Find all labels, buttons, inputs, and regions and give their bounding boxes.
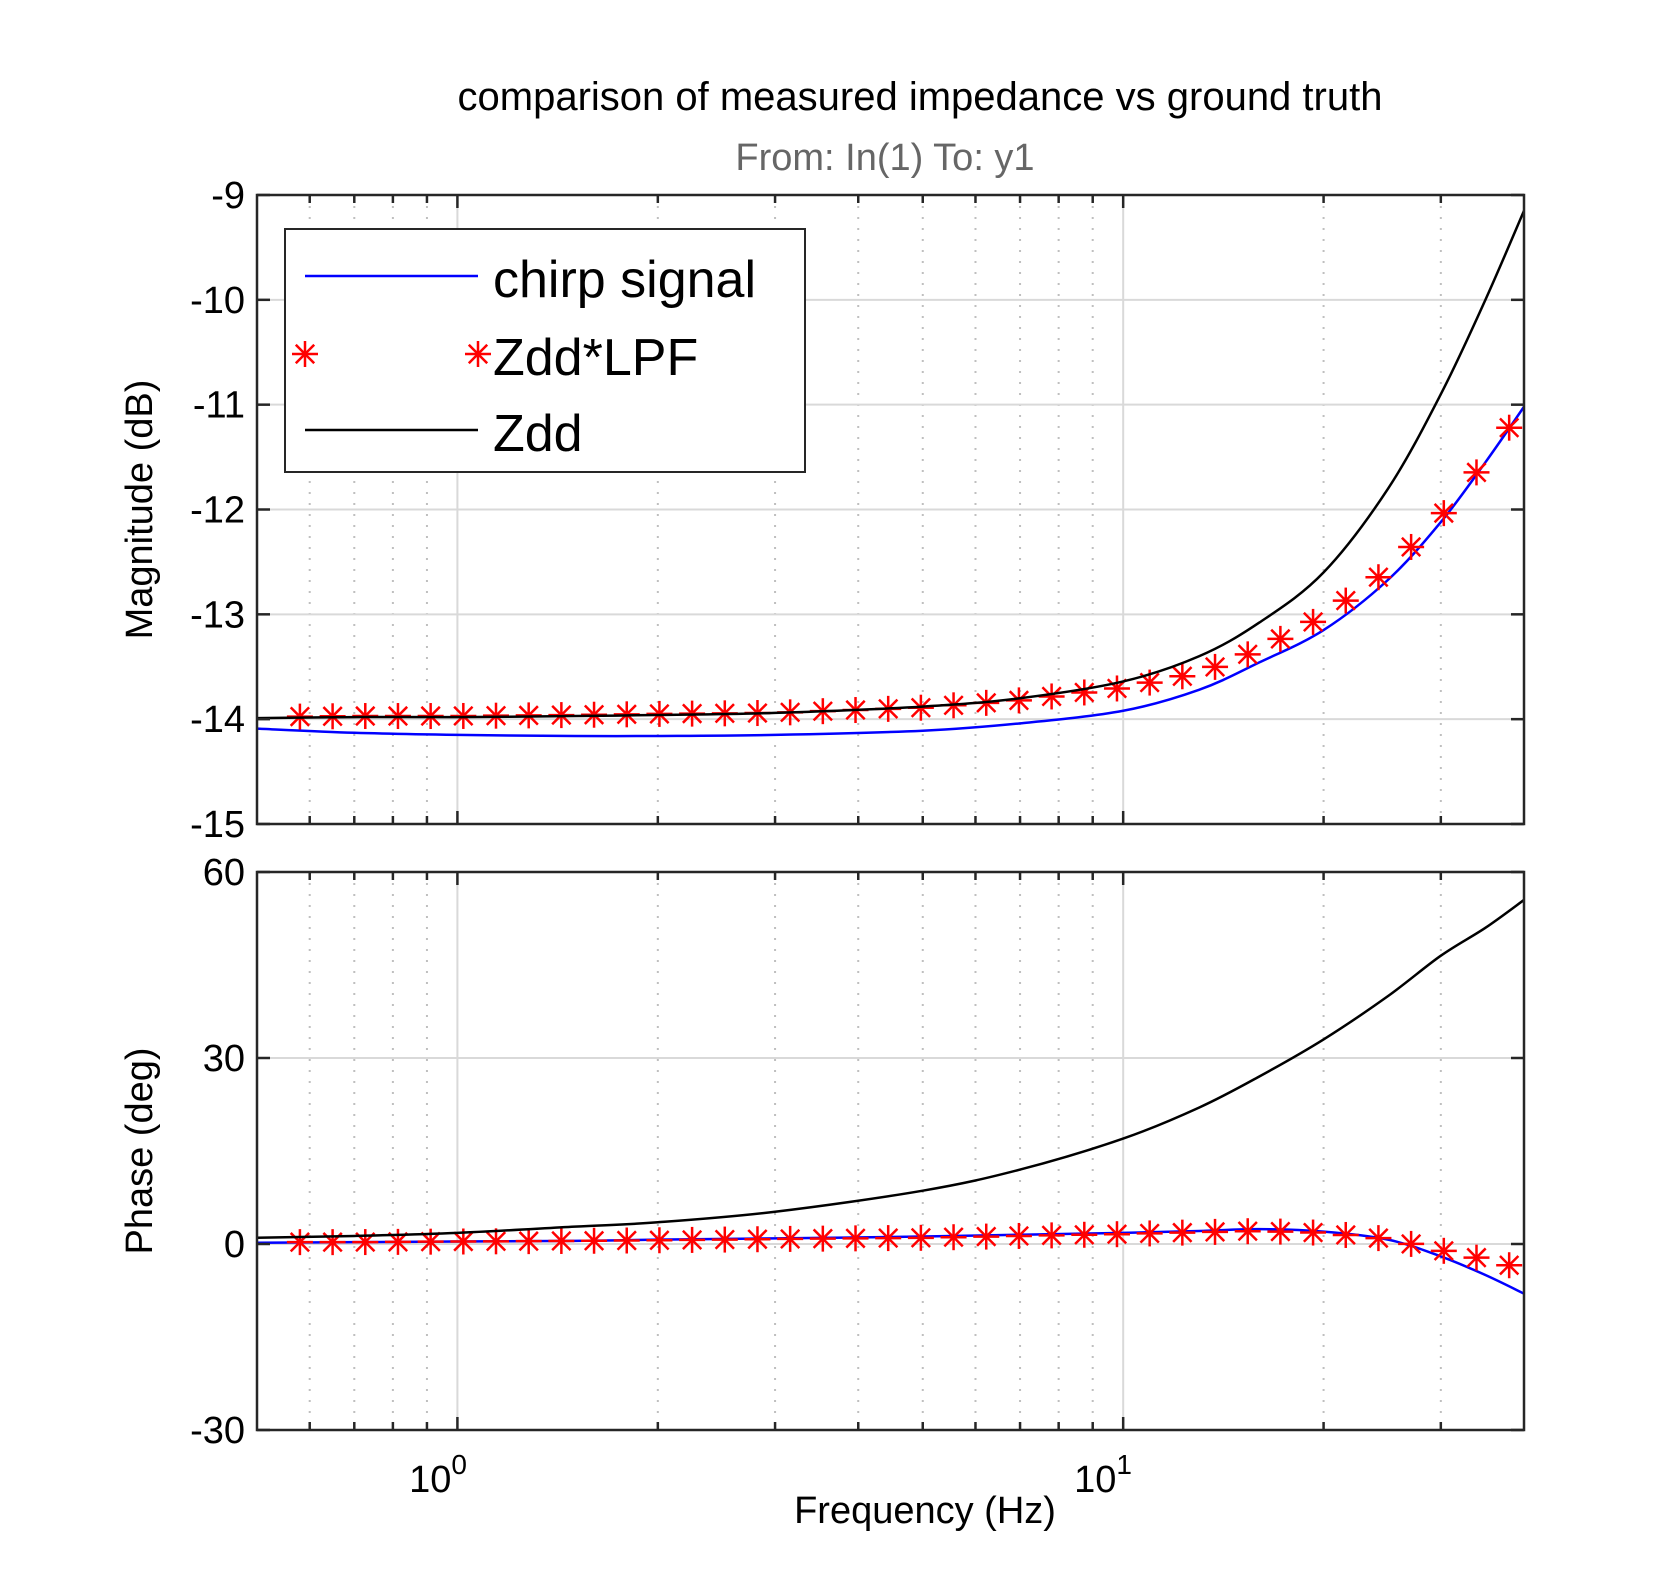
phase-marker	[319, 1229, 346, 1256]
phase-marker	[1103, 1221, 1130, 1248]
mag-marker	[1103, 675, 1130, 702]
phase-marker	[1463, 1244, 1490, 1271]
phase-marker	[973, 1223, 1000, 1250]
phase-y-tick-label: 30	[203, 1038, 245, 1080]
mag-series	[257, 210, 1524, 738]
phase-marker	[875, 1225, 902, 1252]
mag-y-tick-label: -13	[190, 594, 245, 636]
phase-marker	[907, 1224, 934, 1251]
phase-marker	[809, 1225, 836, 1252]
mag-marker	[1169, 663, 1196, 690]
mag-marker	[1398, 533, 1425, 560]
mag-marker	[1430, 500, 1457, 527]
chart-subtitle: From: In(1) To: y1	[735, 137, 1034, 179]
phase-marker	[646, 1227, 673, 1254]
phase-marker	[1136, 1220, 1163, 1247]
mag-y-tick-label: -12	[190, 490, 245, 532]
phase-series	[257, 898, 1524, 1295]
mag-y-axis-label: Magnitude (dB)	[119, 380, 161, 640]
phase-marker	[384, 1228, 411, 1255]
phase-y-tick-label: 0	[224, 1224, 245, 1266]
phase-marker	[613, 1227, 640, 1254]
phase-marker	[1202, 1218, 1229, 1245]
phase-marker	[1365, 1225, 1392, 1252]
phase-marker	[286, 1229, 313, 1256]
phase-marker	[515, 1228, 542, 1255]
mag-marker	[1496, 414, 1523, 441]
mag-y-tick-label: -15	[190, 804, 245, 846]
legend-label-chirp: chirp signal	[493, 251, 756, 309]
legend-box	[284, 228, 806, 473]
legend-label-zdd: Zdd	[493, 405, 583, 463]
phase-marker	[1398, 1230, 1425, 1257]
phase-marker	[940, 1224, 967, 1251]
phase-marker	[417, 1228, 444, 1255]
mag-marker	[1234, 641, 1261, 668]
phase-line-zdd	[257, 898, 1524, 1240]
phase-axes-box	[255, 870, 1526, 1432]
phase-marker	[1267, 1218, 1294, 1245]
mag-y-tick-label: -10	[190, 280, 245, 322]
phase-marker	[1005, 1222, 1032, 1249]
phase-ticks	[257, 870, 1524, 1432]
phase-marker	[711, 1226, 738, 1253]
phase-marker	[483, 1228, 510, 1255]
mag-y-tick-label: -14	[190, 699, 245, 741]
x-axis-label: Frequency (Hz)	[794, 1490, 1056, 1532]
mag-marker	[1300, 608, 1327, 635]
mag-marker	[1267, 625, 1294, 652]
phase-y-tick-label: -30	[190, 1410, 245, 1452]
phase-marker	[1234, 1218, 1261, 1245]
phase-marker	[1430, 1237, 1457, 1264]
phase-y-tick-label: 60	[203, 852, 245, 894]
mag-y-tick-label: -9	[211, 175, 245, 217]
phase-y-axis-label: Phase (deg)	[119, 1047, 161, 1254]
mag-y-tick-label: -11	[193, 385, 245, 427]
mag-marker	[1365, 564, 1392, 591]
chart-title: comparison of measured impedance vs grou…	[458, 75, 1383, 119]
mag-line-zdd	[257, 210, 1524, 720]
mag-marker	[1071, 679, 1098, 706]
phase-marker	[1038, 1222, 1065, 1249]
phase-marker	[352, 1229, 379, 1256]
phase-marker	[581, 1227, 608, 1254]
phase-marker	[1071, 1221, 1098, 1248]
x-tick-label-1e1: 101	[1074, 1449, 1132, 1501]
phase-marker	[842, 1225, 869, 1252]
phase-marker	[1332, 1221, 1359, 1248]
phase-marker	[1169, 1219, 1196, 1246]
mag-ticks	[257, 193, 1524, 826]
phase-marker	[777, 1225, 804, 1252]
legend: chirp signal Zdd*LPF Zdd	[284, 228, 806, 473]
phase-marker	[548, 1227, 575, 1254]
legend-swatch-lpf	[292, 341, 491, 367]
mag-marker	[1202, 653, 1229, 680]
phase-marker	[744, 1226, 771, 1253]
x-tick-labels: 100 101	[409, 1449, 1132, 1501]
mag-line-chirp-signal	[257, 406, 1524, 738]
x-tick-label-1e0: 100	[409, 1449, 467, 1501]
mag-marker	[1332, 587, 1359, 614]
mag-marker	[1463, 459, 1490, 486]
phase-marker	[450, 1228, 477, 1255]
legend-label-lpf: Zdd*LPF	[493, 329, 698, 387]
phase-marker	[679, 1226, 706, 1253]
phase-marker	[1300, 1219, 1327, 1246]
phase-axes: -30 0 30 60 Phase (deg)	[119, 852, 1526, 1452]
phase-marker	[1496, 1252, 1523, 1279]
